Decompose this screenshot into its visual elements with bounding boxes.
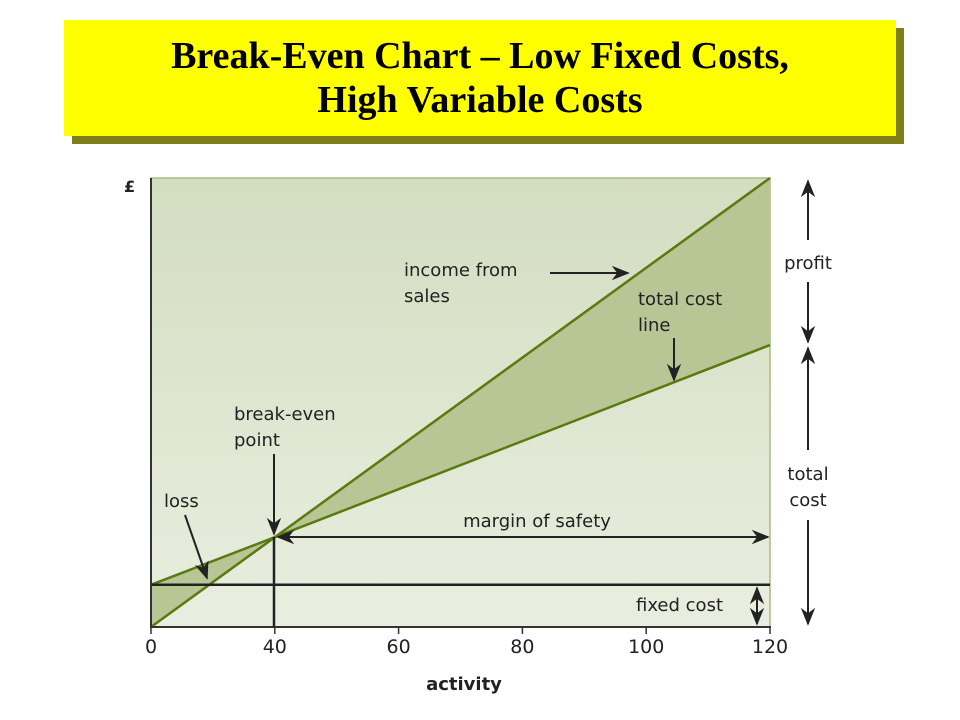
x-tick-label: 80 [510,636,534,658]
x-tick-label: 0 [145,636,157,658]
x-tick-label: 120 [752,636,788,658]
total-cost-label-2: cost [789,490,826,511]
margin-of-safety-label: margin of safety [463,511,611,532]
loss-label: loss [164,491,199,512]
break-even-label-1: break-even [234,404,336,425]
fixed-cost-label: fixed cost [636,595,723,616]
income-label-1: income from [404,260,518,281]
break-even-label-2: point [234,430,280,451]
total-cost-line-label-1: total cost [638,289,722,310]
x-tick-label: 60 [387,636,411,658]
loss-arrow [184,514,209,580]
total-cost-label-1: total [787,464,828,485]
income-label-2: sales [404,286,450,307]
title-line-1: Break-Even Chart – Low Fixed Costs, [171,35,789,77]
title-box: Break-Even Chart – Low Fixed Costs, High… [64,20,896,136]
y-axis-label: £ [124,177,135,196]
total-cost-line [150,343,771,586]
total-cost-line-label-2: line [638,315,670,336]
x-tick-label: 100 [628,636,664,658]
profit-label: profit [784,253,832,274]
income-line [150,176,771,629]
x-tick-label: 40 [263,636,287,658]
title-line-2: High Variable Costs [317,79,643,121]
x-axis-label: activity [426,674,502,695]
